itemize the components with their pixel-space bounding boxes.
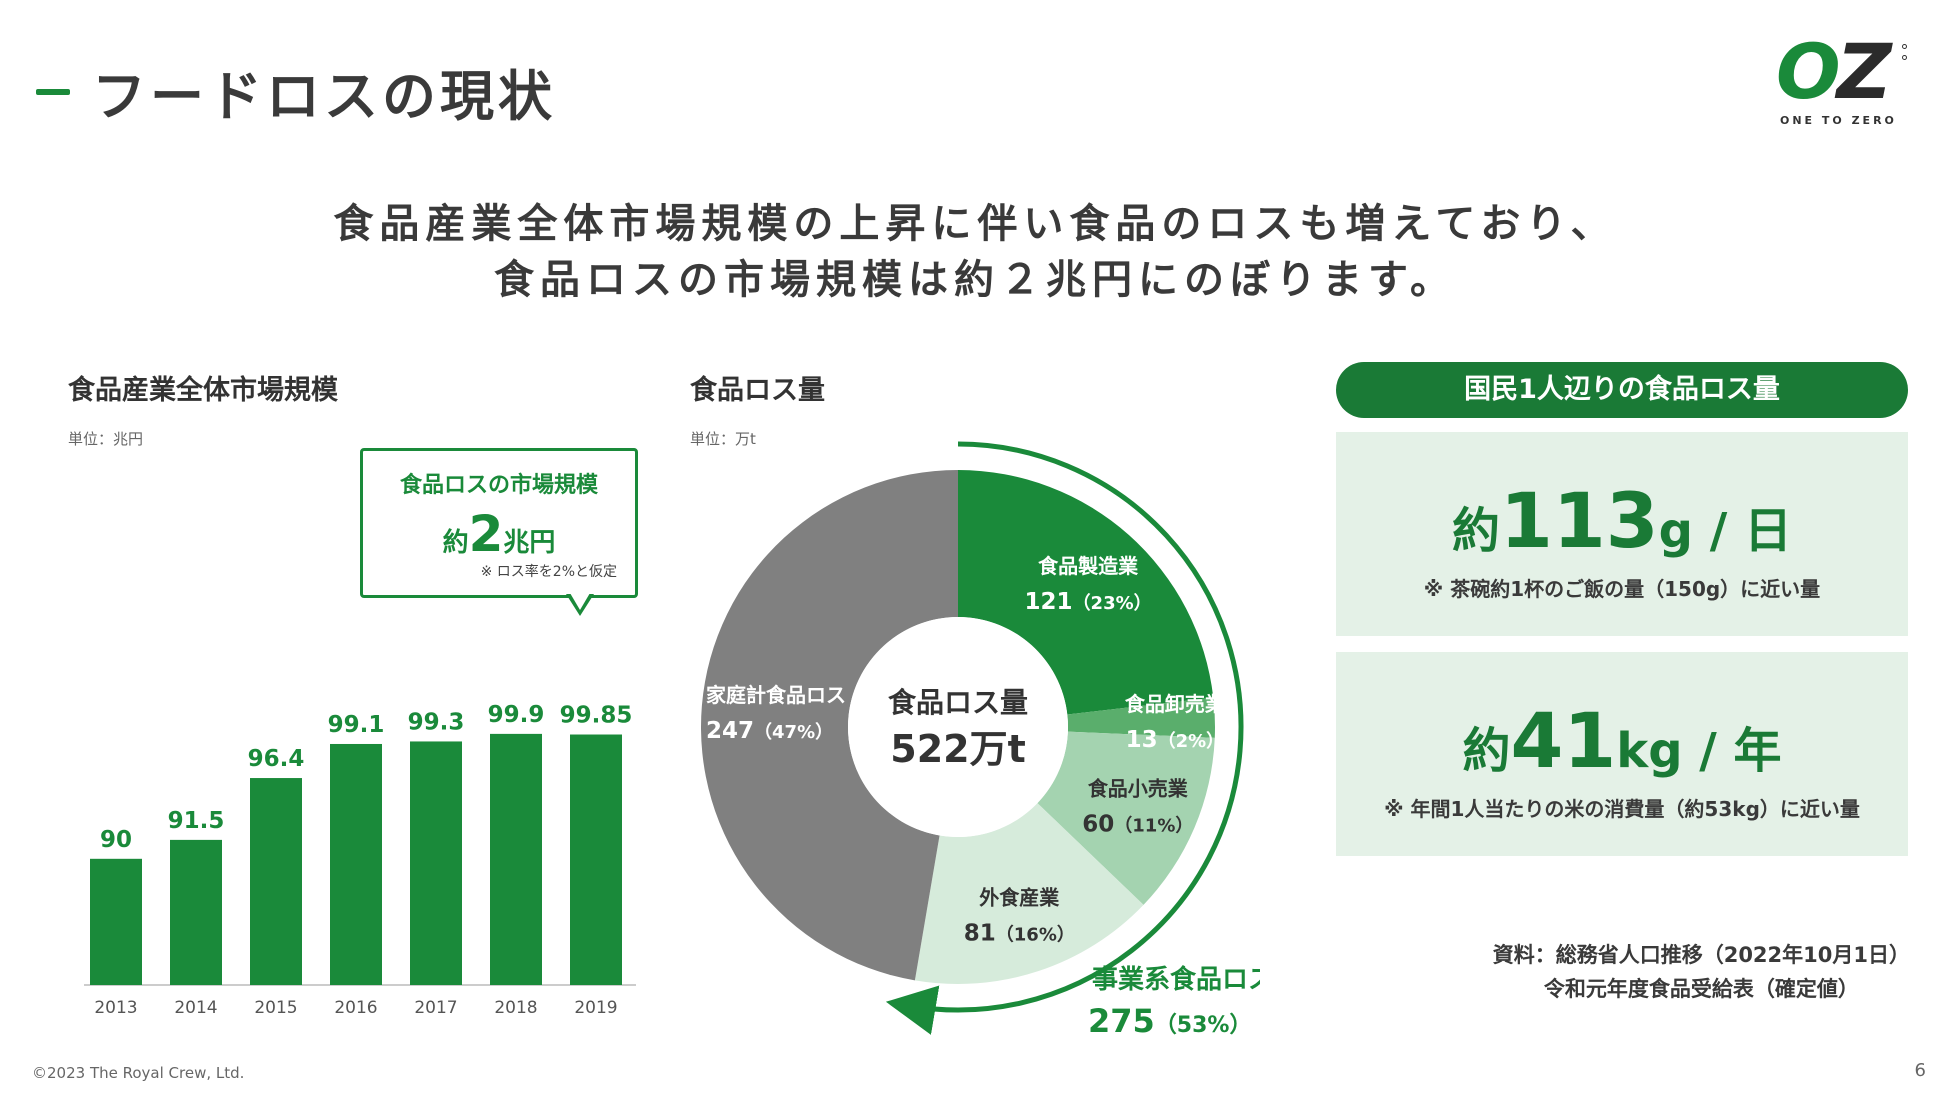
yearly-loss-note: ※ 年間1人当たりの米の消費量（約53kg）に近い量 [1384,797,1860,821]
x-tick-label: 2014 [174,998,217,1018]
bar-value-label: 99.85 [560,703,633,729]
x-tick-label: 2013 [94,998,137,1018]
donut-center-value: 522万t [890,727,1026,771]
bar-2018 [490,733,542,985]
bar-value-label: 99.3 [408,709,465,735]
loss-market-callout: 食品ロスの市場規模 約2兆円 ※ ロス率を2%と仮定 [360,448,638,598]
bar-2019 [570,734,622,985]
slice-食品卸売業 [1067,697,1215,738]
headline-line-1: 食品産業全体市場規模の上昇に伴い食品のロスも増えており、 [333,201,1617,247]
logo-tagline: ONE TO ZERO [1780,114,1897,127]
slice-value-label: 81（16%） [964,921,1075,947]
business-loss-label: 事業系食品ロス [1092,964,1260,995]
donut-chart-title: 食品ロス量 [690,375,825,406]
donut-chart-unit: 単位：万t [690,430,756,448]
bar-2014 [170,839,222,985]
source-note: 資料：総務省人口推移（2022年10月1日） 令和元年度食品受給表（確定値） [1493,938,1910,1006]
x-tick-label: 2015 [254,998,297,1018]
slice-value-label: 60（11%） [1082,812,1193,838]
daily-loss-card: 約113g / 日 ※ 茶碗約1杯のご飯の量（150g）に近い量 [1336,432,1908,636]
slice-外食産業 [914,803,1144,984]
business-loss-arc-arrow [885,441,1244,1035]
headline: 食品産業全体市場規模の上昇に伴い食品のロスも増えており、 食品ロスの市場規模は約… [0,196,1950,308]
bar-chart-unit: 単位：兆円 [68,430,144,448]
slice-name-label: 外食産業 [979,886,1060,910]
bar-2017 [410,741,462,985]
page-header: フードロスの現状 [36,52,556,131]
slice-value-label: 121（23%） [1025,589,1152,615]
business-loss-value: 275（53%） [1088,1002,1251,1040]
yearly-loss-card: 約41kg / 年 ※ 年間1人当たりの米の消費量（約53kg）に近い量 [1336,652,1908,856]
page-title: フードロスの現状 [92,65,556,128]
donut-hole [848,617,1068,837]
slice-name-label: 食品小売業 [1088,777,1189,801]
market-size-bar-chart: 90 2013 91.5 2014 96.4 2015 99.1 2016 99.3 2017 99… [84,702,636,1018]
slice-name-label: 食品卸売業 [1125,692,1226,716]
logo-dots-icon [1902,44,1908,66]
callout-value: 約2兆円 [442,505,556,563]
headline-line-2: 食品ロスの市場規模は約２兆円にのぼります。 [494,257,1456,303]
bar-value-label: 90 [100,827,132,853]
per-capita-header: 国民1人辺りの食品ロス量 [1336,362,1908,418]
daily-loss-note: ※ 茶碗約1杯のご飯の量（150g）に近い量 [1423,577,1821,601]
copyright: ©2023 The Royal Crew, Ltd. [32,1064,245,1082]
bar-2013 [90,858,142,985]
source-line-1: 資料：総務省人口推移（2022年10月1日） [1492,943,1910,967]
source-line-2: 令和元年度食品受給表（確定値） [1543,977,1859,1001]
bar-value-label: 91.5 [168,808,225,834]
x-tick-label: 2019 [574,998,617,1018]
x-tick-label: 2017 [414,998,457,1018]
food-loss-donut-chart: 食品ロス量 522万t 食品製造業 121（23%） 食品卸売業 13（2%） 食品小売… [700,441,1260,1040]
oz-logo: OZ ONE TO ZERO [1770,32,1920,128]
slice-value-label: 247（47%） [706,718,833,744]
yearly-loss-value: 約41kg / 年 [1462,696,1782,785]
slice-家庭計食品ロス [700,470,958,981]
bar-value-label: 99.1 [328,712,385,738]
slice-name-label: 家庭計食品ロス [706,683,846,707]
slice-食品製造業 [958,470,1214,715]
slice-name-label: 食品製造業 [1038,554,1139,578]
x-tick-label: 2018 [494,998,537,1018]
slice-value-label: 13（2%） [1126,727,1225,753]
donut-center-label: 食品ロス量 [888,686,1028,719]
title-accent-bar [36,88,70,95]
logo-mark: OZ [1776,27,1892,116]
x-tick-label: 2016 [334,998,377,1018]
bar-value-label: 99.9 [488,702,545,728]
bar-chart-title: 食品産業全体市場規模 [68,375,338,406]
callout-note: ※ ロス率を2%と仮定 [480,564,617,580]
slice-食品小売業 [1037,731,1215,905]
daily-loss-value: 約113g / 日 [1452,476,1792,565]
page-number: 6 [1914,1060,1926,1081]
callout-pointer-fill [570,593,590,610]
bar-2015 [250,778,302,985]
bar-2016 [330,743,382,985]
callout-title: 食品ロスの市場規模 [399,473,598,498]
bar-value-label: 96.4 [248,746,305,772]
